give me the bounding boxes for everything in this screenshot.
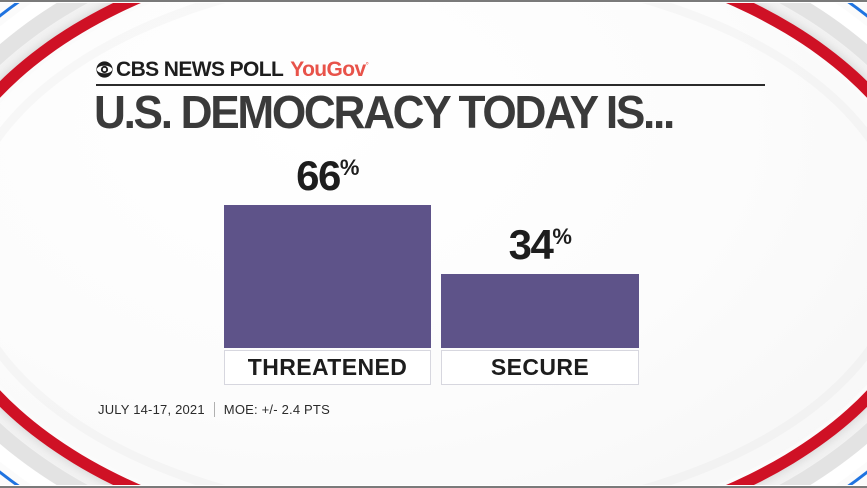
bar-group-threatened: 66% THREATENED [224, 155, 431, 385]
bar-value-secure: 34% [441, 224, 639, 266]
bar-value-threatened: 66% [224, 155, 431, 197]
percent-symbol-threatened: % [339, 155, 360, 180]
field-dates: JULY 14-17, 2021 [98, 402, 205, 417]
yougov-trademark: ° [365, 60, 369, 70]
yougov-text: YouGov [290, 57, 366, 81]
footer-separator [213, 402, 215, 417]
bar-value-number-threatened: 66 [296, 152, 341, 199]
bar-threatened [224, 205, 431, 348]
bar-value-number-secure: 34 [508, 221, 554, 268]
header-divider [96, 84, 765, 86]
percent-symbol-secure: % [552, 224, 572, 249]
cbs-news-poll-label: CBS NEWS POLL [116, 57, 284, 81]
bar-secure [441, 274, 639, 348]
cbs-eye-icon [96, 60, 113, 78]
margin-of-error: MOE: +/- 2.4 PTS [223, 402, 330, 417]
page-title: U.S. DEMOCRACY TODAY IS... [94, 86, 675, 138]
bar-label-secure: SECURE [441, 350, 639, 385]
footer-note: JULY 14-17, 2021 MOE: +/- 2.4 PTS [98, 402, 330, 417]
bar-label-threatened: THREATENED [224, 350, 431, 385]
bar-group-secure: 34% SECURE [441, 224, 639, 385]
branding-logo-row: CBS NEWS POLL YouGov° [96, 57, 369, 81]
yougov-label: YouGov° [290, 59, 368, 80]
